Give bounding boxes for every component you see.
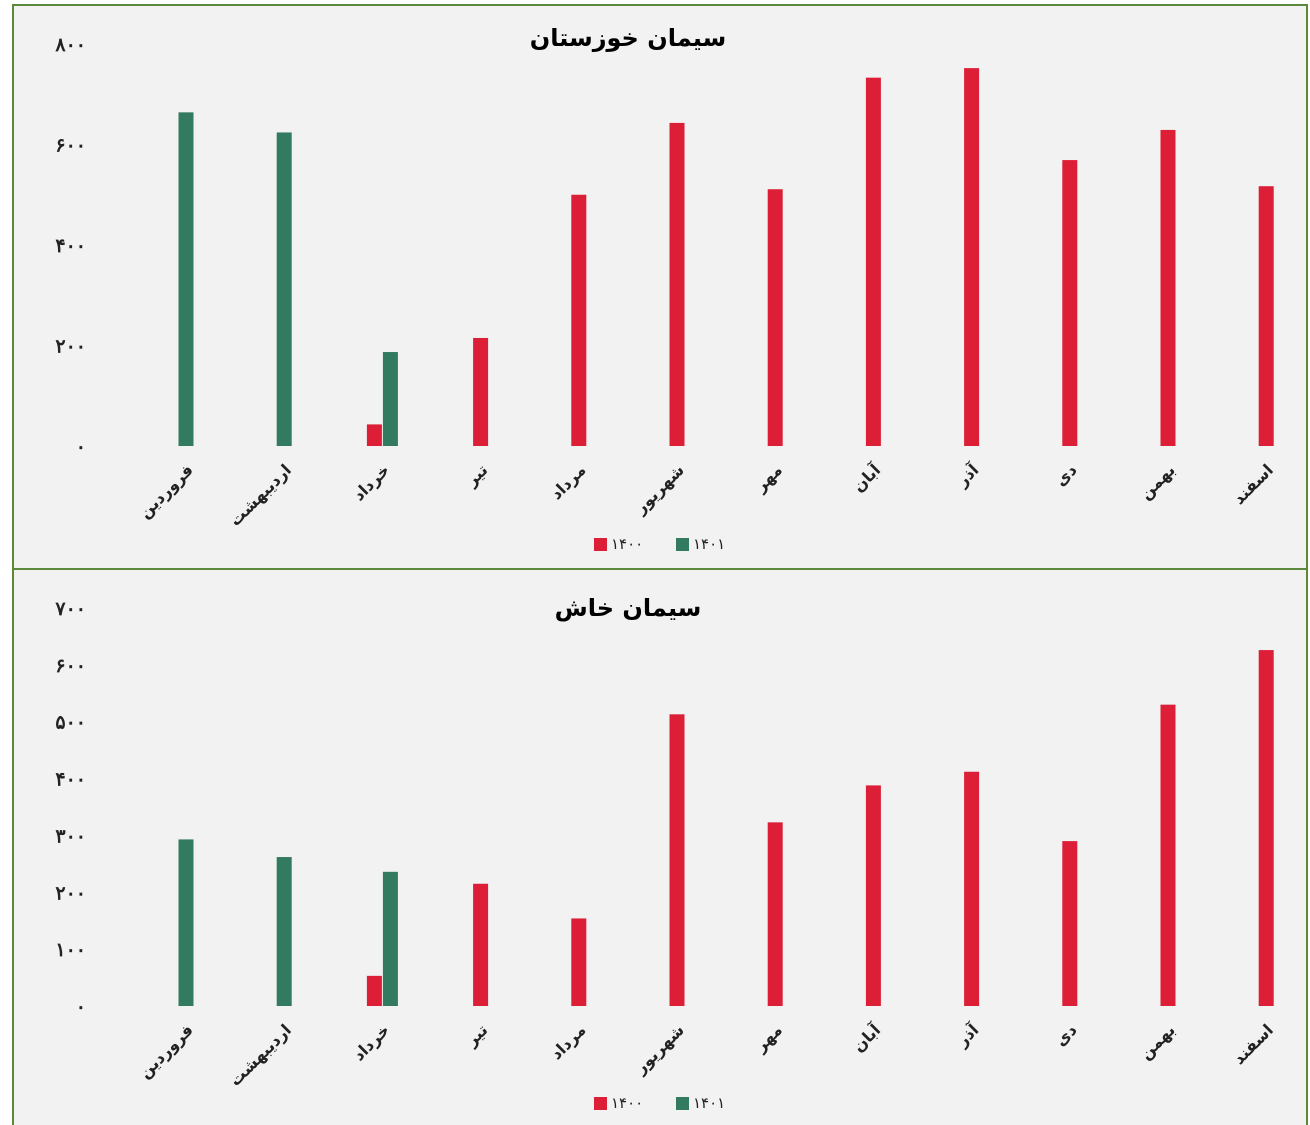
x-tick-label: آبان [848, 1019, 885, 1056]
chart-title: سیمان خاش [555, 594, 702, 622]
x-tick-label: بهمن [1136, 460, 1179, 503]
bar-1400 [767, 822, 783, 1006]
legend-label-1401: ۱۴۰۱ [693, 1094, 725, 1112]
y-tick-label: ۷۰۰ [54, 598, 86, 620]
x-tick-label: آبان [848, 459, 885, 496]
bar-1400 [1062, 160, 1078, 446]
bar-1400 [473, 883, 489, 1006]
bar-1400 [366, 424, 382, 446]
bar-1401 [178, 839, 194, 1006]
y-tick-label: ۰ [76, 436, 86, 458]
bar-1400 [366, 975, 382, 1006]
y-tick-label: ۴۰۰ [55, 769, 86, 791]
bar-1401 [382, 871, 398, 1006]
x-tick-label: خرداد [349, 460, 393, 504]
x-tick-label: خرداد [349, 1020, 393, 1064]
bar-1400 [964, 771, 980, 1006]
x-tick-label: شهریور [630, 460, 688, 518]
x-tick-label: تیر [461, 460, 491, 490]
chart-title: سیمان خوزستان [530, 24, 726, 52]
y-tick-label: ۲۰۰ [55, 882, 86, 904]
x-tick-label: اسفند [1229, 460, 1277, 508]
bar-1400 [1062, 841, 1078, 1006]
legend-swatch-1400 [594, 1097, 607, 1110]
bar-1400 [767, 189, 783, 446]
bars [178, 650, 1274, 1006]
y-tick-label: ۸۰۰ [54, 34, 86, 56]
legend-label-1400: ۱۴۰۰ [611, 535, 643, 553]
bar-1400 [571, 194, 587, 446]
chart-khuzestan: سیمان خوزستان ۰ ۲۰۰ ۴۰۰ ۶۰۰ ۸۰۰ فروردین اردیب… [54, 24, 1277, 553]
chart-panel-khuzestan: سیمان خوزستان ۰ ۲۰۰ ۴۰۰ ۶۰۰ ۸۰۰ فروردین اردیب… [12, 4, 1308, 572]
x-axis: فروردین اردیبهشت خرداد تیر مرداد شهریور مهر آبا… [135, 1019, 1277, 1090]
x-tick-label: فروردین [135, 1020, 197, 1082]
bar-1401 [276, 857, 292, 1006]
chart-panel-khash: سیمان خاش ۰ ۱۰۰ ۲۰۰ ۳۰۰ ۴۰۰ ۵۰۰ ۶۰۰ ۷۰۰ فروردین… [12, 568, 1308, 1125]
bar-1400 [1160, 704, 1176, 1006]
y-tick-label: ۳۰۰ [55, 825, 86, 847]
x-tick-label: دی [1051, 460, 1081, 490]
x-tick-label: مرداد [547, 1020, 590, 1063]
y-axis: ۰ ۱۰۰ ۲۰۰ ۳۰۰ ۴۰۰ ۵۰۰ ۶۰۰ ۷۰۰ [54, 598, 86, 1018]
bar-1400 [865, 785, 881, 1006]
x-tick-label: بهمن [1136, 1020, 1179, 1063]
bar-1401 [382, 352, 398, 446]
x-tick-label: تیر [461, 1020, 491, 1050]
y-tick-label: ۰ [76, 996, 86, 1018]
x-tick-label: آذر [951, 459, 982, 490]
legend-swatch-1400 [594, 538, 607, 551]
x-tick-label: آذر [951, 1019, 982, 1050]
y-tick-label: ۱۰۰ [55, 939, 86, 961]
y-tick-label: ۴۰۰ [55, 235, 86, 257]
y-tick-label: ۲۰۰ [55, 336, 86, 358]
x-tick-label: اردیبهشت [226, 1020, 295, 1089]
bar-1400 [865, 77, 881, 446]
bar-1400 [1258, 650, 1274, 1006]
bar-1400 [1160, 129, 1176, 446]
bar-1400 [571, 918, 587, 1006]
legend-label-1400: ۱۴۰۰ [611, 1094, 643, 1112]
legend-swatch-1401 [676, 538, 689, 551]
x-tick-label: مهر [750, 1020, 786, 1056]
bar-1400 [1258, 186, 1274, 446]
bar-1400 [964, 68, 980, 446]
bars [178, 68, 1274, 446]
bar-1401 [178, 112, 194, 446]
x-tick-label: مرداد [547, 460, 590, 503]
legend: ۱۴۰۰ ۱۴۰۱ [594, 535, 725, 553]
y-tick-label: ۶۰۰ [55, 135, 86, 157]
chart-khash: سیمان خاش ۰ ۱۰۰ ۲۰۰ ۳۰۰ ۴۰۰ ۵۰۰ ۶۰۰ ۷۰۰ فروردین… [54, 594, 1277, 1112]
legend-swatch-1401 [676, 1097, 689, 1110]
y-tick-label: ۵۰۰ [55, 712, 86, 734]
x-axis: فروردین اردیبهشت خرداد تیر مرداد شهریور مهر آبا… [135, 459, 1277, 530]
x-tick-label: مهر [750, 460, 786, 496]
x-tick-label: اردیبهشت [226, 460, 295, 529]
y-tick-label: ۶۰۰ [55, 655, 86, 677]
x-tick-label: شهریور [630, 1020, 688, 1078]
legend-label-1401: ۱۴۰۱ [693, 535, 725, 553]
x-tick-label: دی [1051, 1020, 1081, 1050]
x-tick-label: اسفند [1229, 1020, 1277, 1068]
bar-1400 [669, 122, 685, 446]
y-axis: ۰ ۲۰۰ ۴۰۰ ۶۰۰ ۸۰۰ [54, 34, 86, 458]
x-tick-label: فروردین [135, 460, 197, 522]
bar-1400 [669, 714, 685, 1006]
bar-1400 [473, 337, 489, 446]
bar-1401 [276, 132, 292, 446]
legend: ۱۴۰۰ ۱۴۰۱ [594, 1094, 725, 1112]
